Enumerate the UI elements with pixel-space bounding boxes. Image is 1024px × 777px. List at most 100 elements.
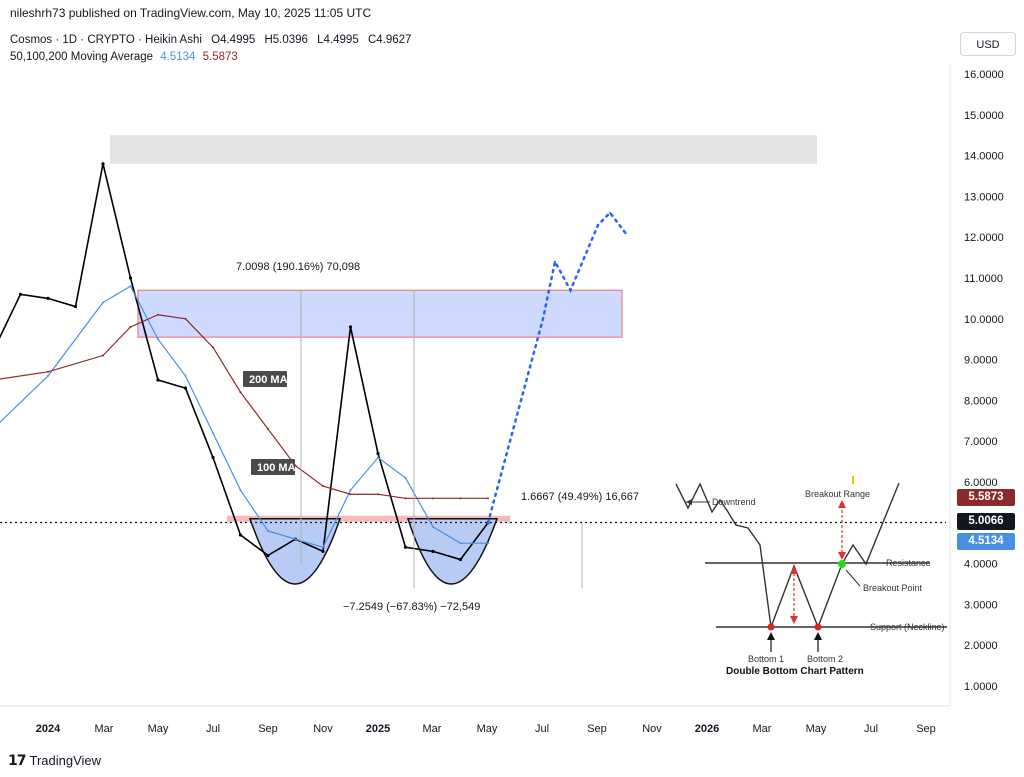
point-ma100 (102, 301, 104, 304)
ma200-label: 200 MA (249, 374, 288, 386)
point-ma100 (239, 489, 242, 492)
ohlc-open: O4.4995 (211, 34, 256, 46)
series-price (0, 163, 489, 561)
point-ma200 (322, 485, 324, 488)
point-ma100 (47, 374, 49, 377)
point-projection (597, 223, 599, 226)
point-ma100 (377, 456, 379, 459)
point-price (403, 545, 408, 549)
top-resistance-zone (110, 135, 817, 164)
x-tick-label: May (148, 723, 169, 735)
resistance-zone (137, 289, 623, 338)
x-tick-label: Jul (864, 723, 878, 735)
point-projection (487, 521, 489, 524)
point-price (18, 292, 23, 296)
y-tick-label: 9.0000 (964, 355, 998, 367)
first-bottom-arc (248, 517, 342, 585)
y-tick-label: 11.0000 (964, 273, 1003, 285)
point-ma200 (459, 497, 462, 500)
point-projection (514, 419, 517, 422)
point-price (266, 553, 270, 558)
y-tick-label: 16.0000 (964, 69, 1004, 81)
point-price (156, 378, 160, 382)
ma100-label-box (251, 459, 295, 475)
point-price (458, 557, 463, 562)
y-tick-label: 8.0000 (964, 395, 998, 407)
y-tick-label: 3.0000 (964, 599, 998, 611)
x-tick-label: 2024 (36, 723, 61, 735)
point-projection (624, 232, 627, 235)
series-projection (486, 210, 627, 525)
point-projection (542, 317, 544, 320)
point-ma100 (487, 542, 489, 545)
y-tick-label: 12.0000 (964, 232, 1004, 244)
indicator-label: 50,100,200 Moving Average (10, 51, 154, 63)
point-projection (609, 211, 611, 214)
point-ma200 (129, 325, 132, 328)
point-projection (554, 260, 556, 263)
x-tick-label: Mar (753, 723, 772, 735)
tradingview-logo[interactable]: 𝟭𝟳 TradingView (8, 752, 101, 769)
point-ma200 (432, 497, 434, 500)
x-tick-label: Sep (258, 723, 278, 735)
x-tick-label: Jul (206, 723, 220, 735)
point-ma200 (184, 317, 187, 320)
y-tick-label: 6.0000 (964, 477, 998, 489)
support-line (227, 515, 510, 522)
point-price (211, 455, 215, 460)
point-ma100 (129, 285, 132, 288)
point-ma100 (267, 529, 269, 532)
x-tick-label: May (477, 723, 498, 735)
up-move-label: 7.0098 (190.16%) 70,098 (236, 261, 360, 273)
y-tick-label: 4.0000 (964, 559, 998, 571)
point-projection (569, 289, 572, 292)
point-ma100 (294, 538, 297, 541)
y-tick-label: 15.0000 (964, 110, 1004, 122)
point-ma200 (349, 493, 352, 496)
point-ma200 (239, 391, 242, 394)
point-price (46, 296, 50, 300)
last-price-badge: 5.0066 (957, 513, 1015, 530)
point-ma200 (102, 354, 104, 357)
point-price (101, 162, 105, 166)
point-ma100 (404, 476, 407, 479)
x-tick-label: Mar (423, 723, 442, 735)
point-ma100 (432, 525, 434, 528)
ohlc-low: L4.4995 (317, 34, 359, 46)
ma100-label: 100 MA (257, 462, 296, 474)
x-tick-label: 2025 (366, 723, 390, 735)
point-ma200 (377, 493, 379, 496)
point-price (73, 304, 78, 309)
small-move-label: 1.6667 (49.49%) 16,667 (521, 491, 639, 503)
x-tick-label: Jul (535, 723, 549, 735)
y-tick-label: 1.0000 (964, 681, 998, 693)
point-price (238, 533, 243, 537)
point-price (128, 276, 133, 280)
point-ma100 (184, 374, 187, 377)
point-price (431, 549, 435, 553)
x-tick-label: Sep (916, 723, 936, 735)
symbol-title[interactable]: Cosmos · 1D · CRYPTO · Heikin Ashi (10, 34, 202, 46)
ma100-price-badge: 4.5134 (957, 533, 1015, 550)
point-ma100 (349, 489, 352, 492)
point-price (183, 386, 188, 390)
x-tick-label: Nov (313, 723, 333, 735)
y-tick-label: 10.0000 (964, 314, 1004, 326)
currency-button[interactable]: USD (960, 32, 1016, 56)
ohlc-high: H5.0396 (264, 34, 308, 46)
y-tick-label: 7.0000 (964, 436, 998, 448)
ma200-label-box (243, 371, 287, 387)
x-tick-label: Mar (95, 723, 114, 735)
point-ma200 (267, 427, 269, 430)
indicator-legend[interactable]: 50,100,200 Moving Average 4.5134 5.5873 (10, 51, 238, 63)
x-tick-label: Nov (642, 723, 662, 735)
y-tick-label: 2.0000 (964, 640, 998, 652)
symbol-info: Cosmos · 1D · CRYPTO · Heikin Ashi O4.49… (10, 34, 417, 46)
down-move-label: −7.2549 (−67.83%) −72,549 (343, 601, 480, 613)
point-price (321, 549, 325, 553)
tradingview-brand: TradingView (29, 753, 102, 768)
point-ma200 (47, 370, 49, 373)
ohlc-close: C4.9627 (367, 34, 412, 46)
x-tick-label: 2026 (695, 723, 719, 735)
